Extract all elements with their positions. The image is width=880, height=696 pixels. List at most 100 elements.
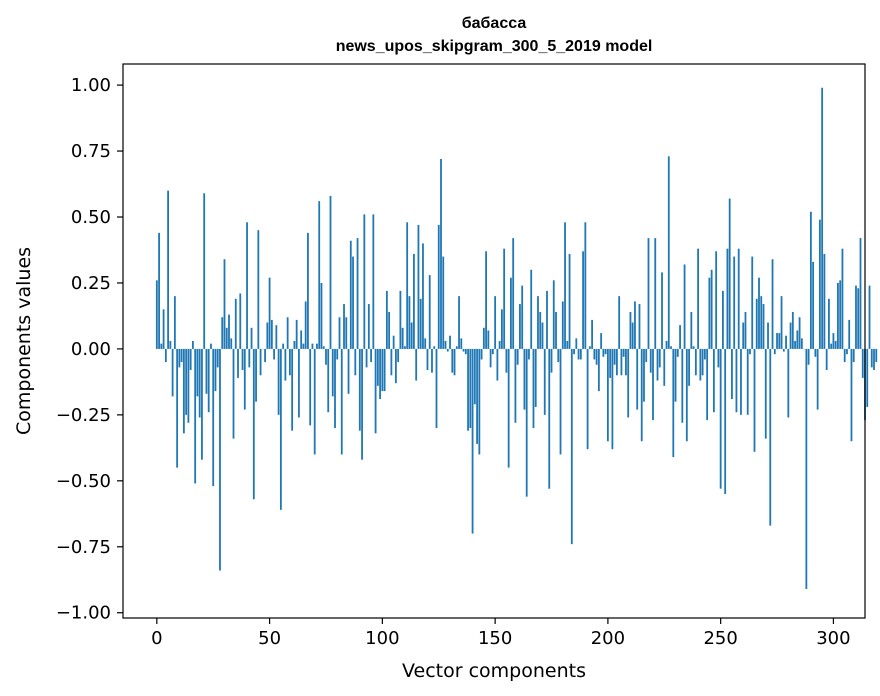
- bar-component-115: [415, 348, 418, 381]
- bar-component-152: [498, 341, 501, 349]
- bar-component-67: [307, 232, 309, 349]
- bar-component-163: [523, 348, 526, 410]
- bar-component-119: [424, 338, 427, 349]
- bar-component-3: [162, 309, 165, 349]
- bar-component-199: [604, 348, 607, 355]
- bar-component-131: [451, 348, 454, 373]
- bar-component-295: [821, 87, 824, 349]
- bar-component-31: [225, 327, 228, 349]
- bar-component-50: [268, 277, 271, 349]
- bar-component-283: [794, 341, 796, 349]
- bar-component-46: [259, 348, 262, 376]
- bar-component-254: [728, 198, 731, 349]
- bar-component-125: [437, 224, 440, 349]
- bar-component-164: [525, 348, 528, 497]
- bar-component-40: [246, 222, 248, 349]
- bar-component-43: [252, 348, 255, 500]
- bar-component-42: [250, 327, 253, 349]
- bar-component-28: [219, 348, 221, 571]
- x-tick-label: 100: [365, 628, 399, 649]
- bar-component-146: [485, 251, 487, 349]
- bar-component-293: [816, 348, 819, 410]
- bar-component-61: [293, 341, 296, 349]
- bar-component-137: [464, 348, 467, 355]
- bar-component-106: [394, 348, 397, 384]
- bar-component-142: [476, 348, 478, 444]
- bar-component-53: [275, 325, 278, 349]
- bar-component-224: [661, 272, 663, 349]
- bar-component-208: [625, 348, 627, 376]
- bar-component-165: [528, 348, 530, 360]
- bar-component-63: [298, 348, 300, 418]
- y-axis-label: Components values: [13, 247, 35, 435]
- bar-component-80: [336, 348, 339, 360]
- bar-component-248: [715, 251, 718, 349]
- bar-component-7: [171, 348, 174, 397]
- bar-component-232: [679, 325, 681, 349]
- bar-component-176: [552, 280, 555, 349]
- bar-component-19: [198, 348, 201, 418]
- bar-component-289: [807, 348, 810, 365]
- bar-component-127: [442, 256, 445, 349]
- bar-component-315: [866, 348, 869, 407]
- bar-component-219: [649, 348, 652, 373]
- bar-component-257: [735, 348, 738, 413]
- bar-component-130: [449, 335, 451, 349]
- bar-component-71: [316, 343, 318, 349]
- bar-component-48: [264, 348, 266, 363]
- bar-component-253: [726, 248, 729, 349]
- bar-component-8: [173, 296, 176, 349]
- bar-component-207: [622, 348, 625, 357]
- bar-component-118: [422, 243, 424, 349]
- bar-component-113: [410, 322, 413, 349]
- bar-component-255: [731, 348, 733, 400]
- bar-component-111: [406, 222, 409, 349]
- bar-component-250: [719, 348, 722, 489]
- bar-component-38: [241, 348, 244, 371]
- bar-component-121: [428, 275, 431, 349]
- bar-component-92: [363, 214, 366, 349]
- bar-component-237: [690, 311, 693, 349]
- bar-component-55: [279, 348, 282, 510]
- bar-component-191: [586, 348, 589, 450]
- bar-component-228: [670, 346, 672, 349]
- bar-component-174: [548, 348, 551, 489]
- bar-component-160: [516, 348, 519, 365]
- bar-component-172: [543, 348, 546, 415]
- bar-component-0: [155, 280, 158, 349]
- bar-component-25: [212, 348, 215, 487]
- bar-component-197: [600, 333, 603, 349]
- bar-component-89: [356, 238, 359, 349]
- bar-component-178: [557, 348, 560, 363]
- bar-component-280: [787, 348, 790, 418]
- y-tick-label: 0.25: [71, 273, 111, 294]
- y-tick-label: 1.00: [71, 75, 111, 96]
- x-axis-label: Vector components: [402, 660, 586, 682]
- bar-component-240: [697, 248, 699, 349]
- bar-component-223: [658, 348, 661, 368]
- bar-component-215: [640, 348, 643, 442]
- bar-component-264: [751, 256, 754, 349]
- bar-component-276: [778, 333, 781, 349]
- bar-component-102: [385, 290, 388, 349]
- bar-component-270: [764, 348, 767, 439]
- bar-component-205: [618, 296, 621, 349]
- bar-component-33: [230, 338, 233, 349]
- bar-component-139: [469, 348, 472, 429]
- bar-component-182: [566, 341, 569, 349]
- bar-component-64: [300, 330, 303, 349]
- bar-component-236: [688, 348, 690, 386]
- bar-component-107: [397, 348, 400, 363]
- bar-component-310: [855, 285, 857, 349]
- bar-component-286: [800, 338, 803, 349]
- bar-component-1: [158, 232, 160, 349]
- bar-component-147: [487, 330, 490, 349]
- bar-component-20: [201, 348, 203, 460]
- bar-component-135: [460, 338, 463, 349]
- bar-component-229: [672, 348, 675, 458]
- bar-component-241: [699, 348, 702, 381]
- bar-component-265: [753, 348, 756, 452]
- bar-component-58: [286, 317, 289, 349]
- x-axis-ticks: 0 50 100 150 200 250 300: [151, 618, 851, 649]
